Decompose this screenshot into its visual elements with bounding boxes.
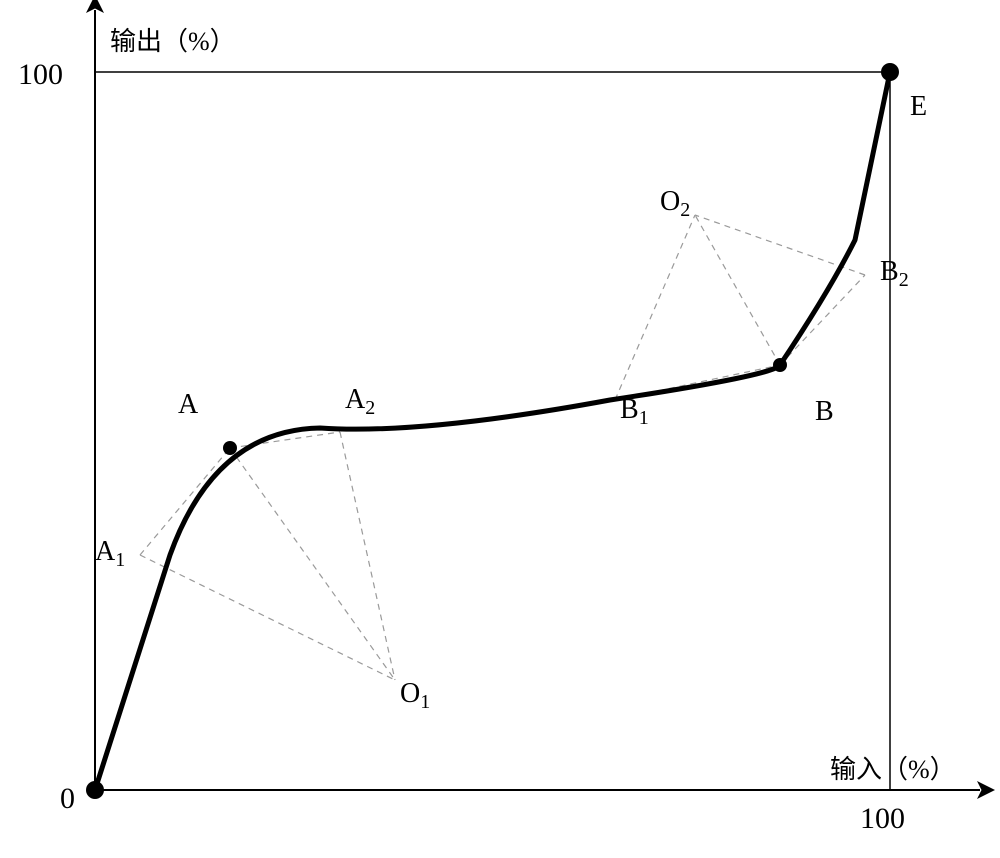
- marker-points: [86, 63, 899, 799]
- label-B1: B1: [620, 394, 649, 429]
- point-labels: E A B A1 A2 B1 B2 O1 O2: [95, 91, 927, 713]
- transfer-curve: [95, 72, 890, 790]
- label-A2: A2: [345, 384, 375, 419]
- origin-tick-label: 0: [60, 782, 75, 815]
- x-axis-label: 输入（%）: [830, 755, 956, 784]
- label-B2: B2: [880, 256, 909, 291]
- construction-line: [780, 275, 865, 365]
- x-max-tick-label: 100: [860, 802, 905, 835]
- construction-line: [140, 555, 395, 680]
- point-E: [881, 63, 899, 81]
- construction-line: [615, 215, 695, 400]
- label-O1: O1: [400, 678, 430, 713]
- curve-diagram: 0 100 100 输入（%） 输出（%） E A B A1 A2 B1 B2 O1 O2: [0, 0, 1000, 858]
- point-B: [773, 358, 787, 372]
- point-origin: [86, 781, 104, 799]
- construction-line: [695, 215, 780, 365]
- construction-line: [230, 448, 395, 680]
- construction-line: [140, 448, 230, 555]
- point-A: [223, 441, 237, 455]
- label-A: A: [178, 389, 199, 420]
- label-B: B: [815, 396, 834, 427]
- label-E: E: [910, 91, 927, 122]
- construction-line: [340, 432, 395, 680]
- y-axis-label: 输出（%）: [110, 27, 236, 56]
- chart-container: 0 100 100 输入（%） 输出（%） E A B A1 A2 B1 B2 O1 O2: [0, 0, 1000, 858]
- y-max-tick-label: 100: [18, 58, 63, 91]
- label-O2: O2: [660, 186, 690, 221]
- label-A1: A1: [95, 536, 125, 571]
